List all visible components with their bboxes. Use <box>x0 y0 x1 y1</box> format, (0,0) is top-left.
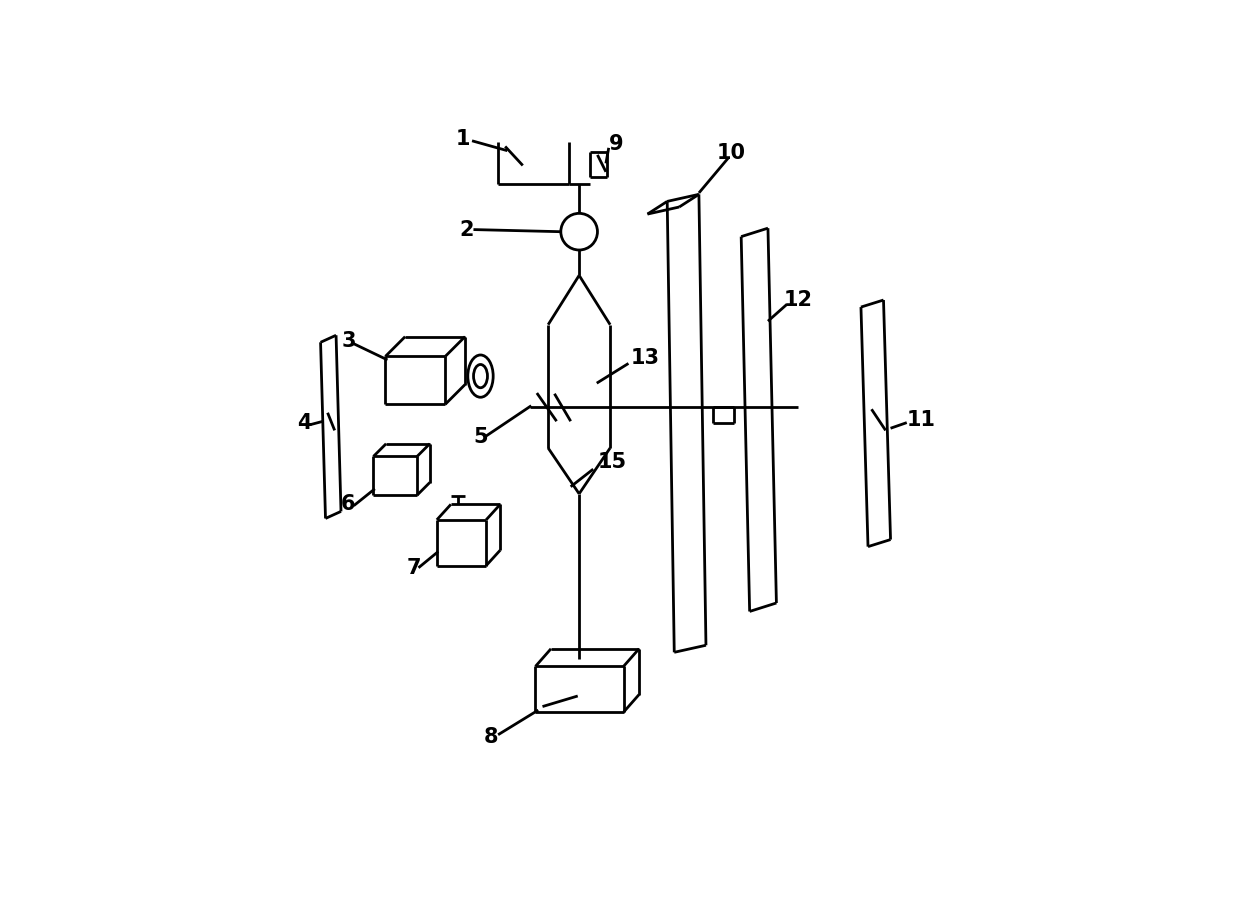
Text: 8: 8 <box>484 727 498 747</box>
Text: 9: 9 <box>609 134 624 154</box>
Text: 13: 13 <box>631 348 660 368</box>
Text: 1: 1 <box>456 129 470 149</box>
Text: 4: 4 <box>298 414 311 434</box>
Text: 2: 2 <box>459 220 474 240</box>
Text: 3: 3 <box>342 331 356 350</box>
Text: 7: 7 <box>407 558 422 577</box>
Text: 12: 12 <box>784 290 812 310</box>
Text: 5: 5 <box>474 427 489 447</box>
Text: 10: 10 <box>717 144 745 164</box>
Text: 6: 6 <box>341 494 356 514</box>
Text: 11: 11 <box>906 410 936 430</box>
Text: 15: 15 <box>598 452 627 472</box>
